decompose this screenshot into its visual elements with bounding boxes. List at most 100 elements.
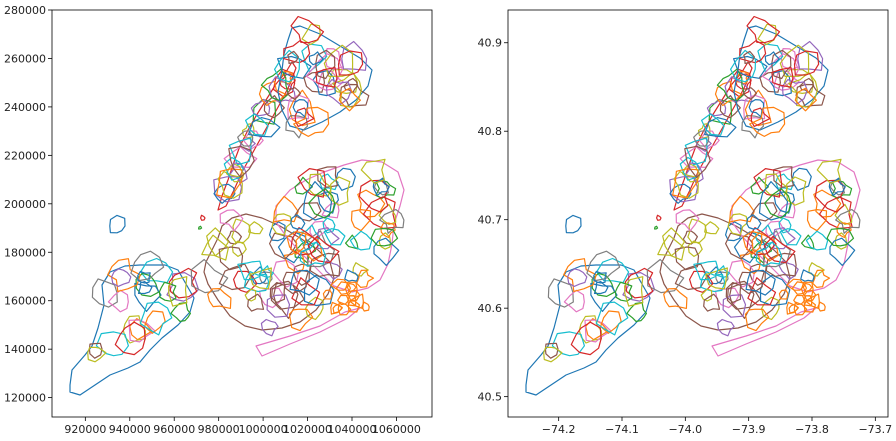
neighborhood-boundary [771, 49, 792, 80]
neighborhood-boundary [299, 241, 327, 267]
neighborhood-boundary [273, 195, 299, 223]
neighborhood-boundary [729, 195, 755, 223]
neighborhood-boundary [672, 168, 699, 199]
neighborhood-boundary [742, 87, 757, 100]
neighborhood-boundary [567, 268, 588, 287]
neighborhood-boundary [701, 113, 725, 136]
neighborhood-boundary [834, 232, 847, 250]
neighborhood-boundary [727, 213, 748, 236]
neighborhood-boundary [700, 288, 713, 302]
neighborhood-boundary [260, 68, 289, 102]
neighborhood-boundary [730, 49, 757, 83]
neighborhood-boundary [360, 158, 386, 184]
neighborhood-boundary [137, 270, 151, 284]
neighborhood-boundary [778, 289, 789, 300]
neighborhood-boundary [380, 222, 396, 239]
neighborhood-boundary [259, 271, 273, 285]
neighborhood-boundary [794, 87, 817, 112]
neighborhood-boundary [758, 181, 789, 221]
x-tick-label: 960000 [153, 423, 195, 436]
neighborhood-boundary [237, 260, 263, 281]
x-tick-label: 940000 [109, 423, 151, 436]
neighborhood-boundary [793, 50, 820, 76]
neighborhood-boundary [674, 263, 708, 291]
x-tick-label: −73.9 [732, 423, 766, 436]
neighborhood-boundary [757, 43, 784, 73]
neighborhood-boundary [287, 50, 299, 64]
neighborhood-boundary [137, 281, 153, 295]
y-tick-label: 200000 [4, 198, 46, 211]
neighborhood-boundary [330, 301, 343, 315]
neighborhood-boundary [248, 117, 281, 138]
neighborhood-boundary [654, 225, 659, 230]
neighborhood-boundary [563, 289, 585, 313]
neighborhood-boundary [818, 196, 853, 229]
neighborhood-boundary [362, 196, 397, 229]
neighborhood-boundary [791, 167, 812, 191]
neighborhood-boundary [218, 263, 252, 291]
neighborhood-boundary [335, 281, 351, 295]
neighborhood-boundary [144, 310, 166, 334]
neighborhood-boundary [107, 258, 141, 292]
neighborhood-boundary [378, 232, 391, 250]
neighborhood-boundary [714, 80, 742, 107]
neighborhood-boundary [746, 15, 781, 44]
neighborhood-boundary [768, 70, 792, 97]
neighborhood-boundary [808, 262, 825, 277]
y-tick-label: 140000 [4, 343, 46, 356]
neighborhood-boundary [622, 272, 656, 302]
neighborhood-boundary [158, 281, 177, 302]
neighborhood-boundary [731, 159, 861, 293]
y-tick-label: 120000 [4, 392, 46, 405]
neighborhood-boundary [286, 87, 301, 100]
neighborhood-boundary [223, 146, 258, 168]
left-map-panel: 920000 940000 960000 9800001000000102000010… [4, 4, 433, 436]
neighborhood-boundary [733, 25, 829, 131]
neighborhood-boundary [269, 221, 286, 242]
neighborhood-boundary [544, 342, 559, 359]
neighborhood-boundary [726, 283, 755, 310]
left-x-axis: 920000 940000 960000 9800001000000102000010… [64, 417, 421, 436]
neighborhood-boundary [646, 258, 685, 294]
neighborhood-boundary [335, 167, 356, 191]
neighborhood-boundary [370, 227, 399, 247]
neighborhood-boundary [781, 79, 808, 105]
neighborhood-boundary [285, 114, 308, 139]
neighborhood-boundary [716, 68, 745, 102]
neighborhood-boundary [274, 49, 301, 83]
neighborhood-boundary [826, 227, 855, 247]
neighborhood-boundary [316, 227, 340, 250]
neighborhood-boundary [788, 71, 818, 108]
neighborhood-boundary [659, 213, 791, 331]
right-axes-frame [507, 9, 889, 418]
y-tick-label: 40.7 [478, 214, 503, 227]
neighborhood-boundary [773, 68, 800, 91]
neighborhood-boundary [711, 307, 817, 357]
neighborhood-boundary [88, 342, 103, 359]
y-tick-label: 260000 [4, 52, 46, 65]
neighborhood-boundary [275, 159, 405, 293]
neighborhood-boundary [244, 288, 257, 302]
neighborhood-boundary [343, 77, 359, 94]
neighborhood-boundary [724, 76, 753, 103]
neighborhood-boundary [347, 289, 361, 301]
neighborhood-boundary [779, 228, 802, 246]
neighborhood-boundary [725, 282, 742, 303]
left-y-axis: 120000 140000 160000 180000 200000 220000 2400… [4, 4, 52, 405]
right-neighborhood-boundaries [525, 15, 861, 396]
neighborhood-boundary [87, 346, 107, 363]
x-tick-label: −74.0 [668, 423, 702, 436]
neighborhood-boundary [290, 15, 325, 44]
neighborhood-boundary [297, 168, 327, 198]
neighborhood-boundary [245, 113, 269, 136]
x-tick-label: −74.2 [542, 423, 576, 436]
neighborhood-boundary [797, 40, 824, 71]
neighborhood-boundary [806, 209, 828, 232]
neighborhood-boundary [624, 276, 644, 307]
neighborhood-boundary [791, 281, 807, 295]
neighborhood-boundary [684, 162, 704, 184]
neighborhood-boundary [170, 302, 191, 322]
neighborhood-boundary [312, 70, 336, 97]
neighborhood-boundary [778, 260, 799, 280]
neighborhood-boundary [755, 241, 783, 267]
